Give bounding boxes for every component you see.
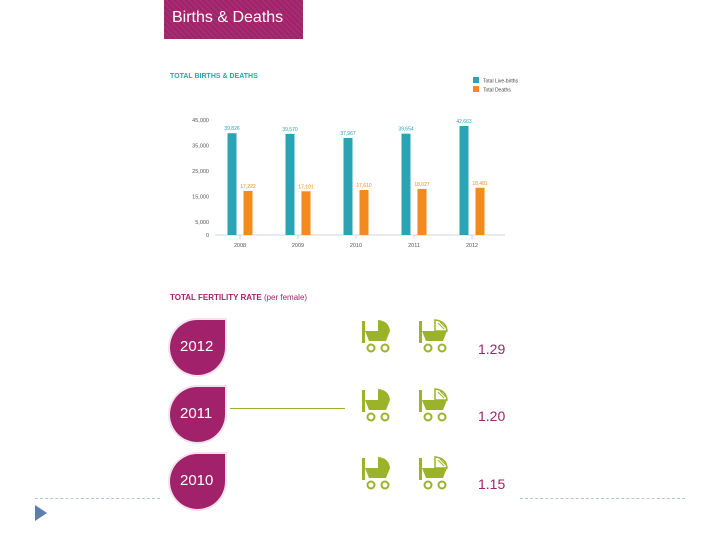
data-label: 18,027 <box>414 182 430 188</box>
legend-swatch <box>473 77 479 83</box>
year-badge-2012: 2012 <box>170 320 225 375</box>
connector-line <box>230 408 345 409</box>
year-label: 2012 <box>180 338 214 355</box>
bar-deaths <box>243 190 253 235</box>
bar-deaths <box>301 191 311 235</box>
x-tick-label: 2010 <box>350 243 362 249</box>
x-tick-label: 2008 <box>234 243 246 249</box>
footer-divider-right <box>520 498 685 499</box>
y-tick-label: 25,000 <box>192 169 209 175</box>
x-tick-label: 2012 <box>466 243 478 249</box>
bar-births <box>227 133 237 235</box>
bar-deaths <box>417 188 427 235</box>
data-label: 17,101 <box>298 184 314 190</box>
data-label: 17,222 <box>240 184 256 190</box>
bar-births <box>285 133 295 235</box>
header-box: Births & Deaths <box>164 0 303 39</box>
year-label: 2011 <box>180 405 213 422</box>
bar-deaths <box>359 189 369 235</box>
fertility-rate-2012: 1.29 <box>478 341 506 357</box>
fertility-title: TOTAL FERTILITY RATE (per female) <box>170 293 307 302</box>
page-title: Births & Deaths <box>172 9 284 26</box>
year-label: 2010 <box>180 472 214 489</box>
chart-title: TOTAL BIRTHS & DEATHS <box>170 73 258 80</box>
fertility-rate-2011: 1.20 <box>478 408 506 424</box>
fertility-rate-2010: 1.15 <box>478 476 506 492</box>
births-deaths-chart: TOTAL BIRTHS & DEATHS Total Live-births To… <box>165 60 530 260</box>
data-label: 39,654 <box>398 127 414 133</box>
data-label: 39,826 <box>224 126 240 132</box>
data-label: 42,663 <box>456 119 472 125</box>
bar-births <box>343 137 353 235</box>
footer-divider-left <box>35 498 160 499</box>
x-tick-label: 2009 <box>292 243 304 249</box>
data-label: 17,610 <box>356 183 372 189</box>
data-label: 37,967 <box>340 131 356 137</box>
y-tick-label: 0 <box>206 233 209 239</box>
y-tick-label: 35,000 <box>192 144 209 150</box>
bar-births <box>459 125 469 235</box>
legend-swatch <box>473 86 479 92</box>
data-label: 18,481 <box>472 181 488 187</box>
data-label: 39,570 <box>282 127 298 133</box>
bar-deaths <box>475 187 485 235</box>
year-badge-2011: 2011 <box>170 387 225 442</box>
y-tick-label: 45,000 <box>192 118 209 124</box>
year-badge-2010: 2010 <box>170 454 225 509</box>
x-tick-label: 2011 <box>408 243 420 249</box>
y-tick-label: 15,000 <box>192 195 209 201</box>
y-tick-label: 5,000 <box>195 220 209 226</box>
chart-svg: TOTAL BIRTHS & DEATHS Total Live-births To… <box>170 73 519 249</box>
legend-label: Total Live-births <box>483 79 519 85</box>
bar-births <box>401 133 411 235</box>
next-slide-arrow-icon[interactable] <box>35 505 47 521</box>
fertility-unit: (per female) <box>263 293 308 302</box>
legend-label: Total Deaths <box>483 88 511 94</box>
fertility-title-text: TOTAL FERTILITY RATE <box>170 293 262 302</box>
